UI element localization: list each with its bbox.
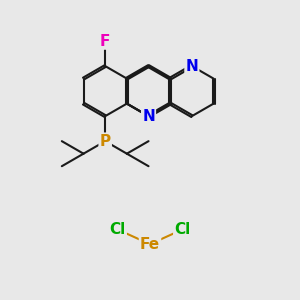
Text: N: N	[185, 58, 198, 74]
Text: F: F	[100, 34, 110, 49]
Text: Cl: Cl	[110, 222, 126, 237]
Text: Cl: Cl	[174, 222, 190, 237]
Text: P: P	[100, 134, 111, 149]
Text: Fe: Fe	[140, 237, 160, 252]
Text: N: N	[142, 109, 155, 124]
